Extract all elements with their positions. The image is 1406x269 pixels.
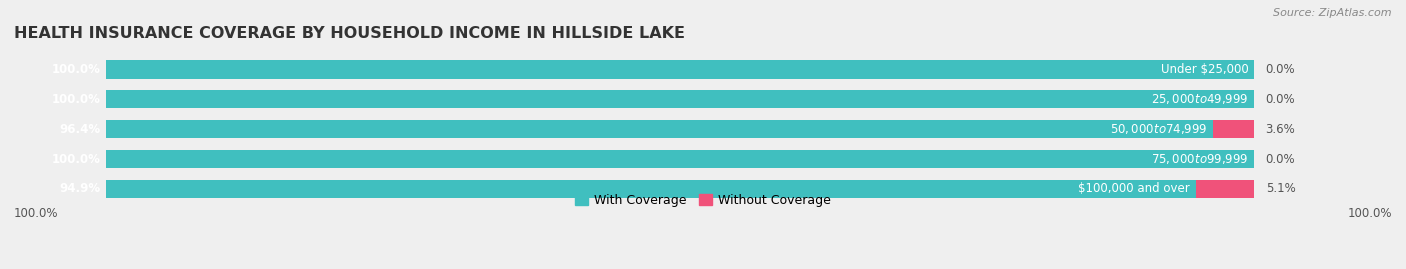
Bar (105, 60, 1254, 79)
Bar (1195, 180, 1254, 198)
Text: 0.0%: 0.0% (1265, 153, 1295, 165)
Text: Under $25,000: Under $25,000 (1161, 63, 1249, 76)
Text: 100.0%: 100.0% (14, 207, 59, 220)
Bar (105, 150, 1254, 168)
Text: $25,000 to $49,999: $25,000 to $49,999 (1152, 92, 1249, 106)
Text: Source: ZipAtlas.com: Source: ZipAtlas.com (1274, 8, 1392, 18)
Text: 100.0%: 100.0% (51, 153, 100, 165)
Legend: With Coverage, Without Coverage: With Coverage, Without Coverage (571, 189, 835, 212)
Text: 96.4%: 96.4% (59, 123, 100, 136)
Bar (105, 180, 1254, 198)
Text: 100.0%: 100.0% (51, 93, 100, 106)
Text: 3.6%: 3.6% (1265, 123, 1295, 136)
Bar (105, 120, 1254, 138)
Bar (105, 150, 1254, 168)
Text: $100,000 and over: $100,000 and over (1078, 182, 1189, 195)
Bar (1213, 120, 1254, 138)
Text: HEALTH INSURANCE COVERAGE BY HOUSEHOLD INCOME IN HILLSIDE LAKE: HEALTH INSURANCE COVERAGE BY HOUSEHOLD I… (14, 26, 685, 41)
Text: 100.0%: 100.0% (1347, 207, 1392, 220)
Text: 100.0%: 100.0% (51, 63, 100, 76)
Text: 0.0%: 0.0% (1265, 63, 1295, 76)
Bar (105, 180, 1195, 198)
Text: 0.0%: 0.0% (1265, 93, 1295, 106)
Text: $50,000 to $74,999: $50,000 to $74,999 (1109, 122, 1208, 136)
Text: 5.1%: 5.1% (1265, 182, 1295, 195)
Bar (105, 90, 1254, 108)
Bar (105, 60, 1254, 79)
Text: 94.9%: 94.9% (59, 182, 100, 195)
Bar (105, 120, 1213, 138)
Text: $75,000 to $99,999: $75,000 to $99,999 (1152, 152, 1249, 166)
Bar (105, 90, 1254, 108)
